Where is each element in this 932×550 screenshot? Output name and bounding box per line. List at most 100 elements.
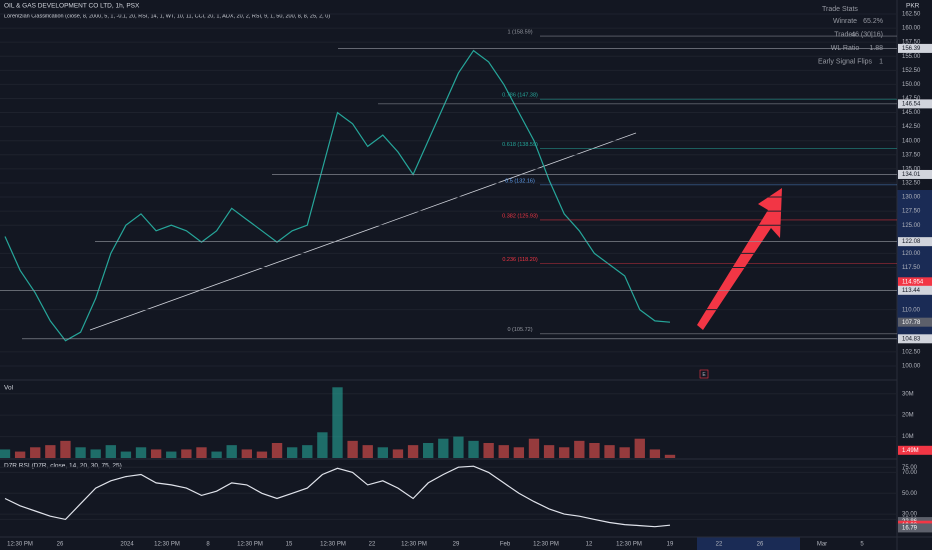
vol-current-label: 1.49M	[902, 448, 919, 454]
y-tick-label: 117.50	[902, 265, 921, 271]
symbol: OIL & GAS DEVELOPMENT CO LTD, 1h, PSX	[4, 3, 140, 10]
volume-bar	[332, 387, 343, 458]
y-tick-label: 10M	[902, 434, 914, 440]
y-tick-label: 50.00	[902, 491, 918, 497]
y-tick-label: 130.00	[902, 195, 921, 201]
series-line	[4, 49, 671, 342]
fib-label: 0.236 (118.20)	[502, 257, 538, 263]
volume-bar	[0, 449, 11, 458]
price-level-box	[898, 334, 932, 344]
price-level-label: 104.83	[902, 336, 921, 342]
vol-title: Vol	[4, 385, 14, 392]
y-tick-label: 70.00	[902, 470, 918, 476]
volume-bar	[302, 445, 313, 458]
time-label: 26	[757, 542, 764, 548]
volume-bar	[559, 447, 570, 458]
rsi-level-label: 16.79	[902, 525, 918, 531]
time-label: 12:30 PM	[7, 542, 33, 548]
time-label: 12:30 PM	[401, 542, 427, 548]
volume-bar	[75, 447, 86, 458]
y-tick-label: 162.50	[902, 12, 921, 18]
price-level-box	[898, 317, 932, 327]
volume-bar	[271, 443, 283, 458]
volume-bar	[589, 443, 600, 458]
fib-label: 0.786 (147.38)	[502, 93, 538, 99]
time-label: 12:30 PM	[533, 542, 559, 548]
time-label: 26	[57, 542, 64, 548]
y-tick-label: 152.50	[902, 68, 921, 74]
volume-bar	[619, 447, 630, 458]
y-tick-label: 127.50	[902, 209, 921, 215]
volume-bar	[423, 443, 434, 458]
fib-label: 1 (158.59)	[507, 29, 532, 35]
volume-bar	[543, 445, 555, 458]
volume-bar	[634, 438, 645, 458]
volume-bar	[438, 438, 449, 458]
volume-bar	[574, 440, 585, 458]
time-label: 15	[286, 542, 293, 548]
price-level-label: 122.08	[902, 239, 921, 245]
volume-bar	[181, 449, 192, 458]
y-tick-label: 100.00	[902, 364, 921, 370]
fib-label: 0.5 (132.16)	[505, 178, 535, 184]
fib-label: 0 (105.72)	[507, 327, 532, 333]
stat-value: 65.2%	[863, 18, 883, 25]
fib-label: 0.618 (138.59)	[502, 142, 538, 148]
price-level-label: 114.954	[902, 279, 924, 285]
stat-label: Trades	[834, 31, 856, 38]
y-tick-label: 145.00	[902, 110, 921, 116]
time-label: 22	[369, 542, 376, 548]
volume-bar	[45, 445, 56, 458]
volume-bar	[453, 436, 464, 458]
time-label: 12	[586, 542, 593, 548]
rsi-title: D7R RSI (D7R, close, 14, 20, 30, 75, 25)	[4, 463, 122, 470]
volume-bar	[30, 447, 41, 458]
y-tick-label: 140.00	[902, 138, 921, 144]
volume-bar	[407, 445, 419, 458]
time-label: 12:30 PM	[237, 542, 263, 548]
trend-line	[89, 132, 637, 331]
price-level-box	[898, 285, 932, 295]
volume-bar	[286, 447, 298, 458]
time-label: 5	[860, 542, 864, 548]
time-label: 12:30 PM	[616, 542, 642, 548]
time-label: Mar	[817, 542, 827, 548]
time-label: 8	[206, 542, 210, 548]
volume-bar	[166, 451, 177, 458]
marker: E	[702, 372, 706, 378]
volume-bar	[468, 440, 479, 458]
volume-bar	[347, 440, 358, 458]
price-level-box	[898, 237, 932, 247]
volume-bar	[256, 451, 268, 458]
time-highlight	[697, 537, 800, 550]
y-tick-label: 120.00	[902, 251, 921, 257]
stat-label: Early Signal Flips	[818, 58, 873, 65]
y-tick-label: 132.50	[902, 181, 921, 187]
y-tick-label: 30.00	[902, 512, 918, 518]
volume-bar	[649, 449, 661, 458]
volume-bar	[226, 445, 237, 458]
price-level-box	[898, 99, 932, 109]
y-tick-label: 147.50	[902, 96, 921, 102]
time-label: 12:30 PM	[154, 542, 180, 548]
series-line	[4, 465, 671, 528]
arrow	[697, 188, 782, 330]
fib-label: 0.382 (125.93)	[502, 213, 538, 219]
price-level-box	[898, 169, 932, 179]
volume-bar	[317, 432, 328, 458]
y-tick-label: 137.50	[902, 152, 921, 158]
volume-bar	[105, 445, 116, 458]
volume-bar	[60, 440, 71, 458]
price-level-label: 146.54	[902, 101, 921, 107]
volume-bar	[498, 445, 509, 458]
volume-bar	[664, 454, 676, 458]
marker-box	[699, 369, 709, 379]
time-label: 19	[667, 542, 674, 548]
axis-highlight	[897, 190, 932, 340]
stat-value: 46 (30|16)	[851, 31, 883, 38]
stat-label: Winrate	[833, 18, 857, 25]
volume-bar	[90, 449, 101, 458]
volume-bar	[241, 449, 252, 458]
